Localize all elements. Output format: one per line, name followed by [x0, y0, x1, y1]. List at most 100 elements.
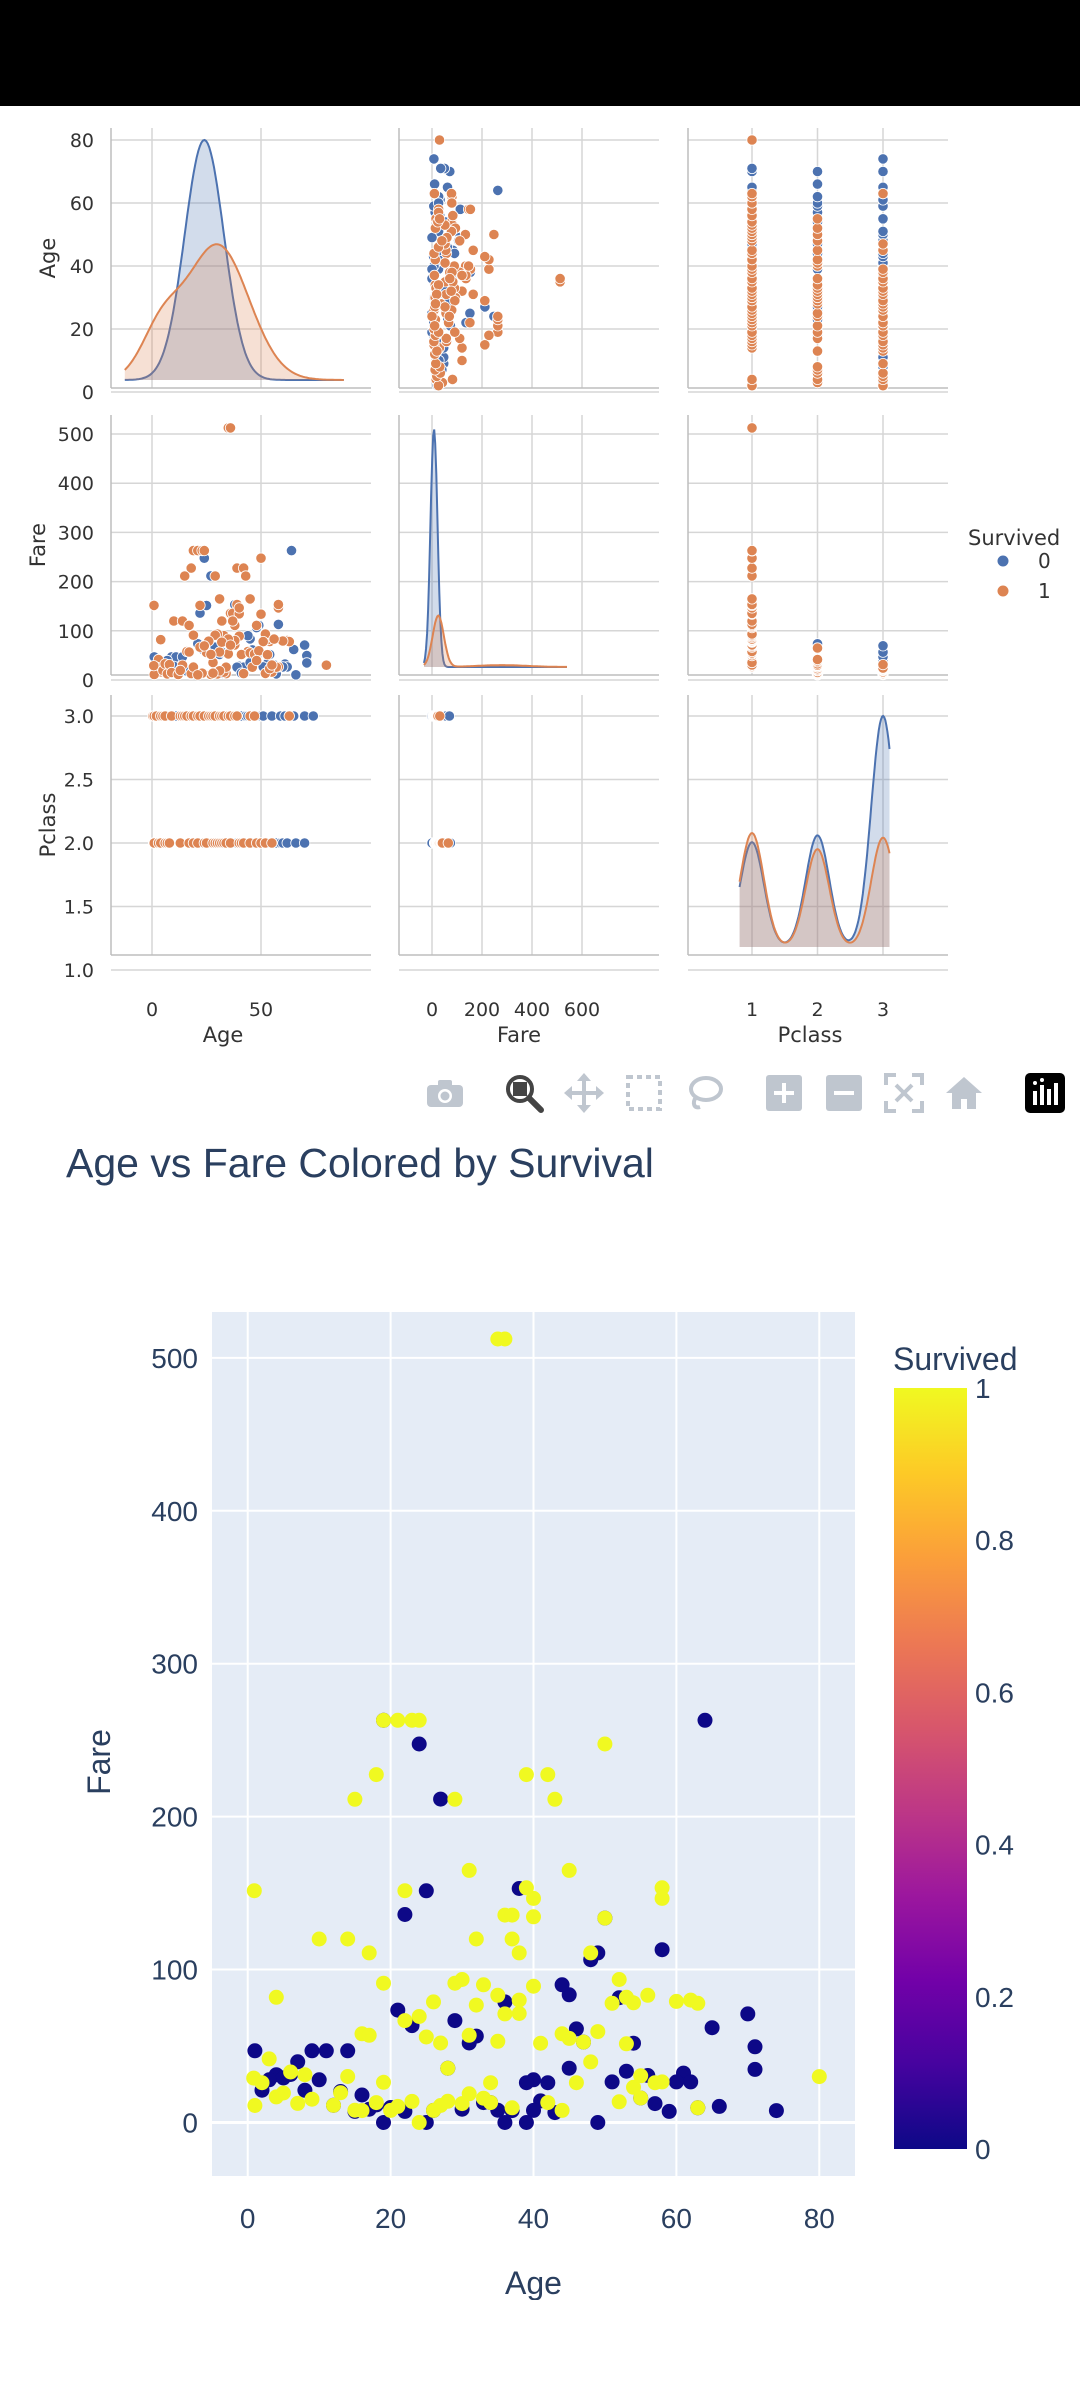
y-tick-label: 80 — [70, 130, 94, 152]
y-tick-label: 300 — [58, 522, 94, 544]
pairplot-point — [194, 599, 206, 611]
pairplot-point — [205, 648, 217, 661]
pairplot-point — [445, 188, 458, 200]
pairplot-point — [456, 354, 468, 367]
pairplot-point — [257, 635, 269, 648]
scatter-point — [397, 2013, 413, 2029]
pairplot-point — [811, 642, 824, 654]
pairplot-point — [428, 320, 441, 332]
zoom-out-icon[interactable] — [821, 1070, 867, 1116]
pairplot-point — [272, 618, 284, 631]
scatter-point — [283, 2064, 299, 2080]
scatter-point — [704, 2020, 720, 2036]
pairplot-point — [445, 285, 457, 297]
scatter-point — [597, 1736, 613, 1752]
pairplot-point — [746, 422, 758, 434]
pairplot-point — [198, 640, 210, 652]
pairplot-point — [431, 288, 443, 300]
scatter-point — [618, 2063, 634, 2079]
pairplot-point — [811, 361, 824, 373]
scatter-point — [518, 1880, 534, 1896]
y-tick-label: 100 — [151, 1955, 198, 1986]
scatter-point — [504, 1931, 520, 1947]
scatter-point — [411, 1712, 427, 1728]
scatter-point — [247, 2043, 263, 2059]
pairplot-point — [462, 260, 475, 272]
autoscale-icon[interactable] — [881, 1070, 927, 1116]
x-tick-label: 40 — [518, 2203, 549, 2234]
reset-axes-icon[interactable] — [941, 1070, 987, 1116]
pairplot-point — [428, 188, 440, 200]
kde-line-survived-1 — [423, 614, 567, 668]
plotly-logo-icon[interactable] — [1022, 1070, 1068, 1116]
pairplot-point — [272, 598, 284, 611]
pairplot-point — [811, 345, 824, 357]
pairplot-point — [746, 562, 758, 574]
pairplot-point — [492, 184, 504, 197]
scatter-point — [461, 2027, 477, 2043]
scatter-point — [540, 1767, 556, 1783]
pan-icon[interactable] — [561, 1070, 607, 1116]
pairplot-point — [877, 367, 889, 379]
pairplot-point — [746, 544, 758, 557]
pairplot-point — [464, 317, 476, 329]
colorbar-tick-label: 0 — [975, 2134, 991, 2165]
pairplot-point — [320, 659, 332, 671]
pairplot-point — [207, 667, 219, 679]
pairplot-point — [209, 570, 221, 582]
pairplot-point — [877, 188, 889, 200]
scatter-point — [311, 1931, 327, 1947]
pairplot-point — [238, 667, 250, 680]
pairplot-point — [183, 619, 195, 632]
scatter-point — [376, 2115, 391, 2130]
pairplot-point — [261, 649, 274, 661]
y-tick-label: 20 — [70, 319, 94, 341]
box-select-icon[interactable] — [621, 1070, 667, 1116]
scatter-point — [297, 2067, 313, 2083]
pairplot-point — [266, 837, 278, 849]
y-tick-label: 0 — [82, 382, 94, 404]
pairplot-point — [877, 165, 889, 178]
scatter-point — [311, 2072, 327, 2088]
lasso-select-icon[interactable] — [681, 1070, 727, 1116]
pairplot-point — [433, 134, 446, 146]
zoom-icon[interactable] — [501, 1070, 547, 1116]
pairplot-panel-pclass-vs-pclass — [687, 695, 948, 971]
pairplot-point — [192, 669, 204, 681]
pairplot-point — [224, 422, 237, 434]
pairplot-point — [877, 263, 889, 275]
pairplot-point — [255, 608, 267, 620]
scatter-point — [318, 2043, 334, 2059]
scatter-point — [654, 1890, 670, 1906]
pairplot-panel-pclass-vs-age — [110, 695, 371, 971]
pairplot-point — [443, 710, 455, 722]
pairplot-point — [185, 562, 197, 574]
pairplot-point — [432, 380, 445, 392]
scatter-point — [275, 2085, 291, 2101]
pairplot-panel-fare-vs-pclass — [687, 415, 948, 681]
scatter-point — [354, 2103, 370, 2119]
scatter-point — [654, 1942, 670, 1958]
pairplot-point — [440, 332, 452, 344]
legend-label-0: 0 — [1038, 549, 1051, 573]
pairplot-point — [443, 310, 455, 322]
pairplot-point — [746, 134, 758, 146]
scatter-point — [433, 1791, 449, 1807]
pairplot-point — [187, 629, 199, 641]
pairplot-point — [746, 373, 758, 385]
scatter-point — [661, 2103, 677, 2119]
pairplot-point — [174, 664, 186, 677]
scatter-point — [668, 1993, 684, 2009]
pairplot-point — [483, 329, 495, 341]
zoom-in-icon[interactable] — [761, 1070, 807, 1116]
scatter-point — [611, 1972, 627, 1987]
camera-icon[interactable] — [422, 1070, 468, 1116]
top-black-bar — [0, 0, 1080, 106]
scatter-point — [518, 1767, 534, 1783]
y-tick-label: 0 — [82, 670, 94, 692]
legend-marker-0 — [996, 554, 1010, 568]
pairplot-point — [467, 288, 479, 300]
scatter-point — [468, 1997, 484, 2013]
pairplot-point — [251, 619, 263, 632]
pairplot-point — [811, 244, 824, 256]
